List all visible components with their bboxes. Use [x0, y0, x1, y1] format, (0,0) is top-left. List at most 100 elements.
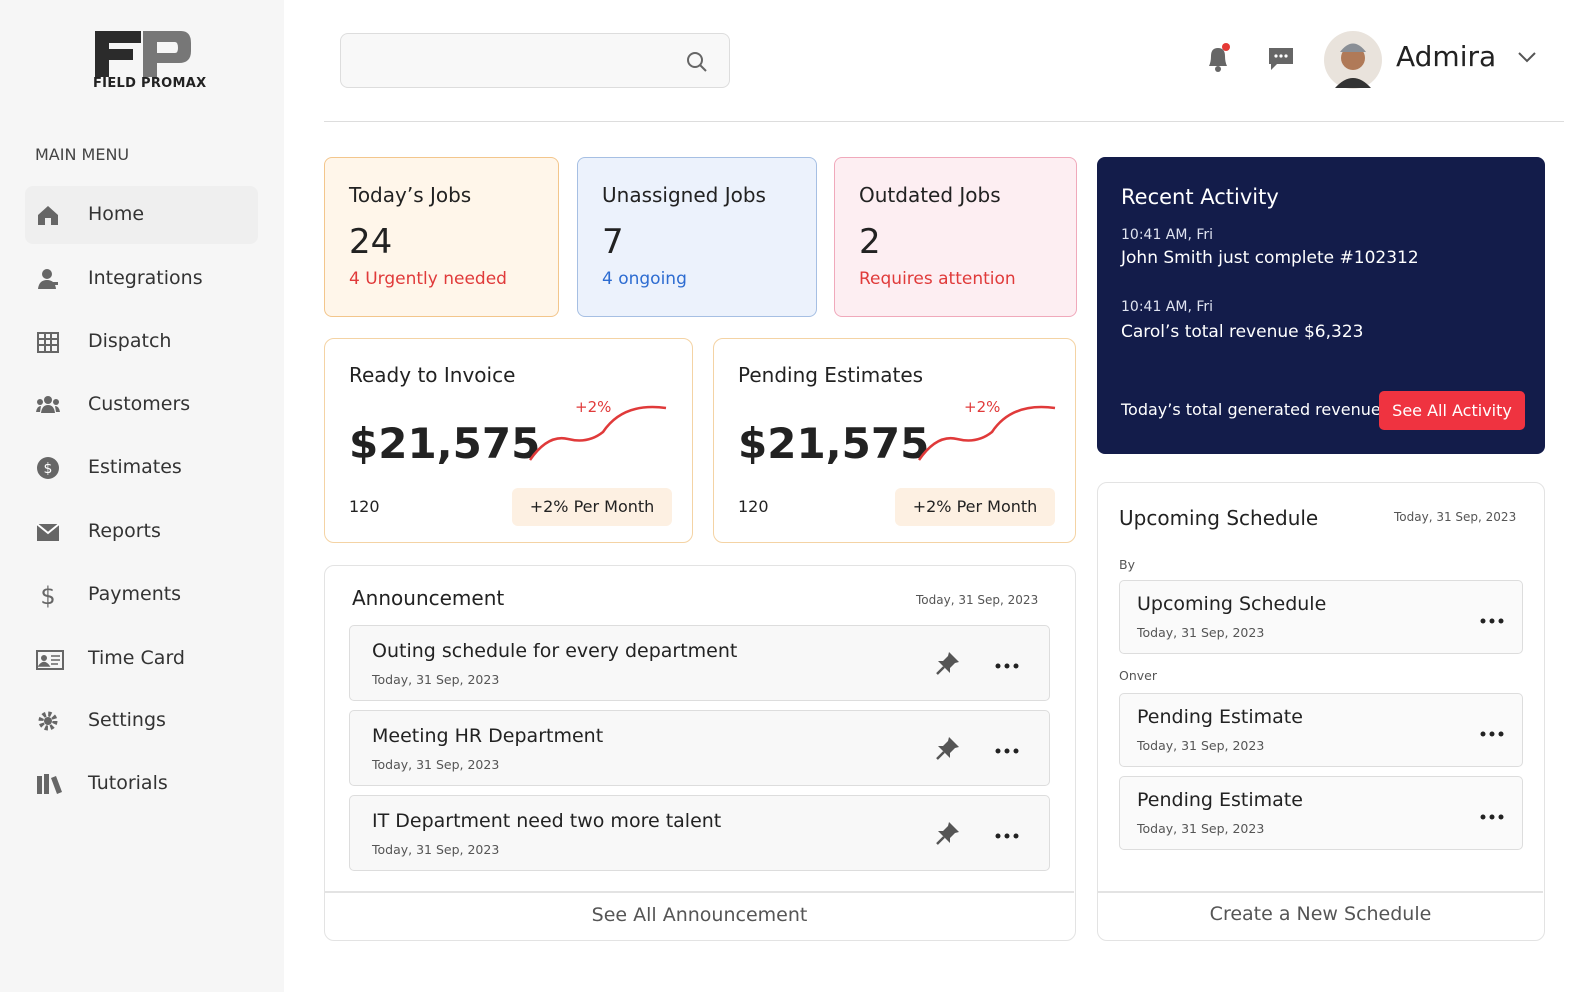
user-name: Admira	[1396, 40, 1497, 73]
menu-icon	[36, 709, 64, 735]
stat-title: Outdated Jobs	[859, 183, 1001, 207]
announcement-title: Announcement	[352, 586, 505, 610]
menu-label: Customers	[88, 393, 191, 415]
activity-footer: Today’s total generated revenue	[1121, 400, 1381, 419]
avatar[interactable]	[1323, 30, 1383, 90]
menu-item[interactable]: Dispatch	[25, 313, 258, 371]
menu-item[interactable]: Tutorials	[25, 755, 258, 813]
logo-mark	[95, 31, 191, 77]
see-all-announcement[interactable]: See All Announcement	[591, 904, 808, 926]
brand-name: FIELD PROMAX	[93, 76, 207, 91]
stat-card[interactable]: Outdated Jobs 2 Requires attention	[834, 157, 1077, 317]
menu-item[interactable]: $ Payments	[25, 566, 258, 624]
menu-label: Dispatch	[88, 330, 172, 352]
stat-title: Unassigned Jobs	[602, 183, 766, 207]
revenue-change: +2%	[964, 398, 1001, 416]
notification-icon[interactable]	[1203, 42, 1233, 74]
item-date: Today, 31 Sep, 2023	[372, 672, 500, 687]
more-icon	[995, 656, 1019, 669]
more-icon	[1480, 807, 1504, 820]
revenue-amount: $21,575	[349, 419, 541, 468]
menu-icon	[36, 393, 64, 419]
menu-icon	[36, 772, 64, 798]
item-date: Today, 31 Sep, 2023	[1137, 625, 1265, 640]
stat-value: 24	[349, 222, 393, 262]
item-date: Today, 31 Sep, 2023	[1137, 738, 1265, 753]
revenue-title: Pending Estimates	[738, 363, 924, 387]
create-schedule[interactable]: Create a New Schedule	[1209, 903, 1432, 925]
menu-item[interactable]: Home	[25, 186, 258, 244]
item-date: Today, 31 Sep, 2023	[1137, 821, 1265, 836]
menu-heading: MAIN MENU	[35, 145, 130, 164]
item-title: Outing schedule for every department	[372, 640, 738, 662]
menu-label: Payments	[88, 583, 182, 605]
activity-time: 10:41 AM, Fri	[1121, 299, 1214, 315]
item-title: Meeting HR Department	[372, 725, 604, 747]
schedule-item[interactable]: Upcoming Schedule Today, 31 Sep, 2023	[1119, 580, 1523, 654]
item-title: IT Department need two more talent	[372, 810, 722, 832]
announcement-item[interactable]: IT Department need two more talent Today,…	[349, 795, 1050, 871]
badge-text: +2% Per Month	[529, 497, 655, 516]
svg-text:$: $	[44, 461, 53, 477]
message-icon[interactable]	[1267, 45, 1295, 73]
search-box[interactable]	[340, 33, 730, 88]
pin-icon	[935, 820, 961, 846]
item-date: Today, 31 Sep, 2023	[372, 842, 500, 857]
revenue-count: 120	[738, 497, 769, 516]
revenue-title: Ready to Invoice	[349, 363, 516, 387]
schedule-title: Upcoming Schedule	[1119, 506, 1319, 530]
search-icon	[687, 52, 707, 72]
revenue-amount: $21,575	[738, 419, 930, 468]
announcement-panel: Announcement Today, 31 Sep, 2023 Outing sc…	[324, 565, 1076, 941]
activity-time: 10:41 AM, Fri	[1121, 227, 1214, 243]
stat-card[interactable]: Unassigned Jobs 7 4 ongoing	[577, 157, 817, 317]
menu-label: Time Card	[88, 647, 185, 669]
menu-item[interactable]: Reports	[25, 503, 258, 561]
item-title: Pending Estimate	[1137, 706, 1303, 728]
menu-label: Estimates	[88, 456, 182, 478]
pin-icon	[935, 650, 961, 676]
more-icon	[1480, 611, 1504, 624]
group-label: By	[1119, 557, 1135, 572]
trend-line	[528, 404, 668, 464]
item-title: Pending Estimate	[1137, 789, 1303, 811]
see-all-activity-button[interactable]: See All Activity	[1379, 391, 1525, 430]
revenue-count: 120	[349, 497, 380, 516]
menu-item[interactable]: Customers	[25, 376, 258, 434]
dropdown-chevron[interactable]	[1517, 50, 1537, 64]
header-divider	[324, 121, 1564, 122]
trend-line	[917, 404, 1057, 464]
more-icon	[995, 741, 1019, 754]
menu-item[interactable]: $ Estimates	[25, 439, 258, 497]
stat-note: 4 Urgently needed	[349, 269, 507, 289]
menu-icon: $	[36, 582, 64, 610]
schedule-item[interactable]: Pending Estimate Today, 31 Sep, 2023	[1119, 776, 1523, 850]
more-icon	[1480, 724, 1504, 737]
revenue-badge: +2% Per Month	[512, 488, 672, 526]
menu-label: Integrations	[88, 267, 203, 289]
menu-icon: $	[36, 456, 64, 482]
menu-item[interactable]: Settings	[25, 692, 258, 750]
menu-icon	[36, 330, 64, 356]
stat-card[interactable]: Today’s Jobs 24 4 Urgently needed	[324, 157, 559, 317]
revenue-card[interactable]: Pending Estimates $21,575 +2% 120 +2% Per Mo…	[713, 338, 1076, 543]
badge-text: +2% Per Month	[912, 497, 1038, 516]
menu-label: Settings	[88, 709, 166, 731]
stat-note: Requires attention	[859, 269, 1016, 289]
menu-label: Tutorials	[88, 772, 168, 794]
announcement-item[interactable]: Meeting HR Department Today, 31 Sep, 2023	[349, 710, 1050, 786]
menu-label: Reports	[88, 520, 161, 542]
announcement-divider	[325, 891, 1074, 893]
stat-value: 2	[859, 222, 881, 262]
group-label: Onver	[1119, 668, 1157, 683]
menu-icon	[36, 203, 64, 229]
item-date: Today, 31 Sep, 2023	[372, 757, 500, 772]
revenue-card[interactable]: Ready to Invoice $21,575 +2% 120 +2% Per Mon…	[324, 338, 693, 543]
schedule-item[interactable]: Pending Estimate Today, 31 Sep, 2023	[1119, 693, 1523, 767]
announcement-item[interactable]: Outing schedule for every department Toda…	[349, 625, 1050, 701]
menu-item[interactable]: Time Card	[25, 630, 258, 688]
menu-item[interactable]: Integrations	[25, 250, 258, 308]
activity-text: John Smith just complete #102312	[1121, 248, 1419, 268]
